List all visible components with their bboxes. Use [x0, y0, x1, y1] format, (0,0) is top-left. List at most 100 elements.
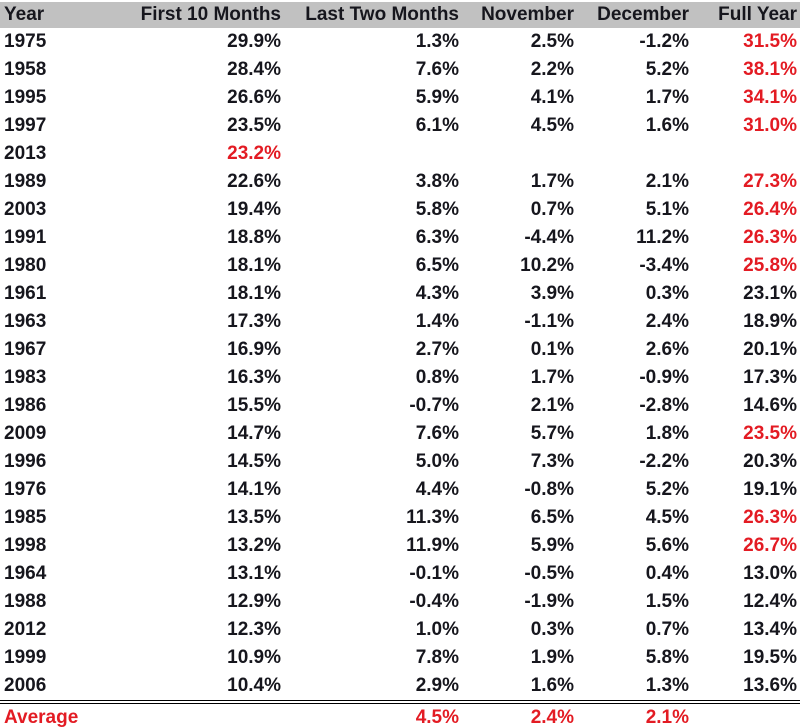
value-cell — [692, 700, 800, 728]
value-cell: 34.1% — [743, 87, 797, 108]
value-cell: 16.9% — [227, 339, 281, 360]
value-cell: 7.6% — [415, 59, 459, 80]
value-cell: 2.9% — [415, 675, 459, 696]
value-cell: -2.8% — [639, 395, 689, 416]
value-cell: 26.3% — [743, 227, 797, 248]
value-cell: 2.6% — [645, 339, 689, 360]
value-cell: 13.0% — [743, 563, 797, 584]
value-cell: 22.6% — [227, 171, 281, 192]
value-cell: 10.2% — [520, 255, 574, 276]
table-row: 1997 23.5% 6.1% 4.5% 1.6% 31.0% — [0, 112, 800, 140]
value-cell: 14.5% — [227, 451, 281, 472]
year-cell: 1998 — [4, 535, 47, 556]
value-cell: 23.5% — [743, 423, 797, 444]
value-cell: 13.5% — [227, 507, 281, 528]
value-cell: 31.0% — [743, 115, 797, 136]
value-cell: 15.5% — [227, 395, 281, 416]
value-cell: 2.4% — [462, 700, 577, 728]
value-cell: 0.7% — [645, 619, 689, 640]
year-cell: 1958 — [4, 59, 47, 80]
value-cell: 5.2% — [645, 479, 689, 500]
value-cell: 0.4% — [645, 563, 689, 584]
table-row: 2003 19.4% 5.8% 0.7% 5.1% 26.4% — [0, 196, 800, 224]
year-cell: 2009 — [4, 423, 47, 444]
year-cell: 2012 — [4, 619, 47, 640]
value-cell: 4.4% — [415, 479, 459, 500]
table-row: 1961 18.1% 4.3% 3.9% 0.3% 23.1% — [0, 280, 800, 308]
value-cell: 5.2% — [645, 59, 689, 80]
value-cell: 1.6% — [530, 675, 574, 696]
value-cell: 28.4% — [227, 59, 281, 80]
value-cell: 23.1% — [743, 283, 797, 304]
value-cell — [577, 140, 692, 168]
table-row: 1989 22.6% 3.8% 1.7% 2.1% 27.3% — [0, 168, 800, 196]
value-cell: 26.6% — [227, 87, 281, 108]
value-cell: 29.9% — [227, 31, 281, 52]
table-row: 1963 17.3% 1.4% -1.1% 2.4% 18.9% — [0, 308, 800, 336]
year-cell: 1991 — [4, 227, 47, 248]
year-cell: 1997 — [4, 115, 47, 136]
value-cell: 19.5% — [743, 647, 797, 668]
value-cell: 23.2% — [227, 143, 281, 164]
table-row: 1964 13.1% -0.1% -0.5% 0.4% 13.0% — [0, 560, 800, 588]
value-cell: 0.3% — [530, 619, 574, 640]
value-cell: 2.1% — [530, 395, 574, 416]
table-row: 1976 14.1% 4.4% -0.8% 5.2% 19.1% — [0, 476, 800, 504]
value-cell: -3.4% — [639, 255, 689, 276]
value-cell: 6.3% — [415, 227, 459, 248]
table-row: 1995 26.6% 5.9% 4.1% 1.7% 34.1% — [0, 84, 800, 112]
value-cell: -0.9% — [639, 367, 689, 388]
value-cell: -2.2% — [639, 451, 689, 472]
value-cell: 5.1% — [645, 199, 689, 220]
value-cell: 4.5% — [284, 700, 462, 728]
value-cell: 13.2% — [227, 535, 281, 556]
value-cell: 14.6% — [743, 395, 797, 416]
value-cell: -1.1% — [524, 311, 574, 332]
value-cell: 19.4% — [227, 199, 281, 220]
value-cell: 12.9% — [227, 591, 281, 612]
table-row: 1996 14.5% 5.0% 7.3% -2.2% 20.3% — [0, 448, 800, 476]
value-cell: 7.8% — [415, 647, 459, 668]
year-cell: 1985 — [4, 507, 47, 528]
value-cell: 4.3% — [415, 283, 459, 304]
value-cell: 0.1% — [530, 339, 574, 360]
table-row: 2006 10.4% 2.9% 1.6% 1.3% 13.6% — [0, 672, 800, 702]
value-cell: 18.9% — [743, 311, 797, 332]
value-cell: 5.9% — [530, 535, 574, 556]
table-row: 2013 23.2% — [0, 140, 800, 168]
year-cell: 1988 — [4, 591, 47, 612]
table-row: 1985 13.5% 11.3% 6.5% 4.5% 26.3% — [0, 504, 800, 532]
value-cell: 2.7% — [415, 339, 459, 360]
value-cell: 1.9% — [530, 647, 574, 668]
year-cell: 1986 — [4, 395, 47, 416]
table-row: 1986 15.5% -0.7% 2.1% -2.8% 14.6% — [0, 392, 800, 420]
value-cell: -0.7% — [409, 395, 459, 416]
year-cell: 1967 — [4, 339, 47, 360]
value-cell: 13.6% — [743, 675, 797, 696]
table-row: 1975 29.9% 1.3% 2.5% -1.2% 31.5% — [0, 28, 800, 56]
value-cell: 6.5% — [530, 507, 574, 528]
value-cell: 7.6% — [415, 423, 459, 444]
year-cell: Average — [0, 700, 108, 728]
value-cell: 1.6% — [645, 115, 689, 136]
table-row: 1967 16.9% 2.7% 0.1% 2.6% 20.1% — [0, 336, 800, 364]
table-row: 1988 12.9% -0.4% -1.9% 1.5% 12.4% — [0, 588, 800, 616]
column-header-last-two-months: Last Two Months — [284, 2, 462, 28]
table-row: 1983 16.3% 0.8% 1.7% -0.9% 17.3% — [0, 364, 800, 392]
value-cell: 1.7% — [530, 171, 574, 192]
year-cell: 1975 — [4, 31, 47, 52]
table-header: Year First 10 Months Last Two Months Novemb… — [0, 2, 800, 28]
value-cell: 10.4% — [227, 675, 281, 696]
value-cell: 26.7% — [743, 535, 797, 556]
value-cell: 1.5% — [645, 591, 689, 612]
value-cell: 11.3% — [406, 507, 459, 528]
value-cell: 0.7% — [530, 199, 574, 220]
year-cell: 1961 — [4, 283, 47, 304]
value-cell: 11.2% — [636, 227, 689, 248]
table-row: 1958 28.4% 7.6% 2.2% 5.2% 38.1% — [0, 56, 800, 84]
year-cell: 1963 — [4, 311, 47, 332]
value-cell: 18.1% — [227, 283, 281, 304]
value-cell: -0.4% — [409, 591, 459, 612]
value-cell — [108, 700, 284, 728]
